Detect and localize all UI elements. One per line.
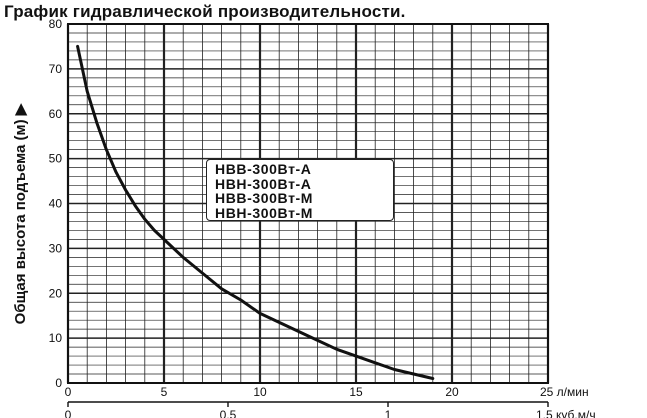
- x2-tick-label: 0.5: [220, 408, 237, 418]
- chart-title: График гидравлической производительности…: [4, 2, 406, 21]
- x-tick-label: 25 л/мин: [540, 385, 589, 399]
- y-tick-label: 40: [49, 197, 63, 211]
- series-line: [76, 44, 435, 380]
- y-tick-label: 60: [49, 107, 63, 121]
- legend-entry: НВН-300Вт-М: [215, 204, 314, 221]
- y-tick-label: 30: [49, 241, 63, 255]
- y-tick-label: 70: [49, 62, 63, 76]
- x-tick-label: 0: [65, 385, 72, 399]
- x-tick-label: 5: [161, 385, 168, 399]
- x2-tick-label: 1: [385, 408, 392, 418]
- axis-layer: [67, 23, 549, 407]
- legend-box: НВВ-300Вт-А НВН-300Вт-А НВВ-300Вт-М НВН-…: [206, 159, 394, 221]
- y-tick-label: 0: [55, 376, 62, 390]
- x2-tick-label: 1.5 куб.м/ч: [536, 408, 596, 418]
- y-tick-label: 80: [49, 17, 63, 31]
- x-tick-label: 15: [349, 385, 363, 399]
- x-tick-label: 20: [445, 385, 459, 399]
- x2-tick-label: 0: [65, 408, 72, 418]
- y-tick-label: 10: [49, 331, 63, 345]
- legend-entry: НВВ-300Вт-А: [215, 161, 312, 177]
- y-tick-label: 50: [49, 152, 63, 166]
- legend-entry: НВН-300Вт-А: [215, 175, 312, 192]
- series-layer: [76, 44, 435, 380]
- plot-frame: [67, 23, 549, 384]
- legend-entry: НВВ-300Вт-М: [215, 190, 314, 206]
- x-tick-label: 10: [253, 385, 267, 399]
- y-tick-label: 20: [49, 286, 63, 300]
- label-layer: 0 10 20 30 40 50 60 70 80 0 5 10 15 20 25 л/мин 0 0.5 1 1.…: [49, 17, 596, 418]
